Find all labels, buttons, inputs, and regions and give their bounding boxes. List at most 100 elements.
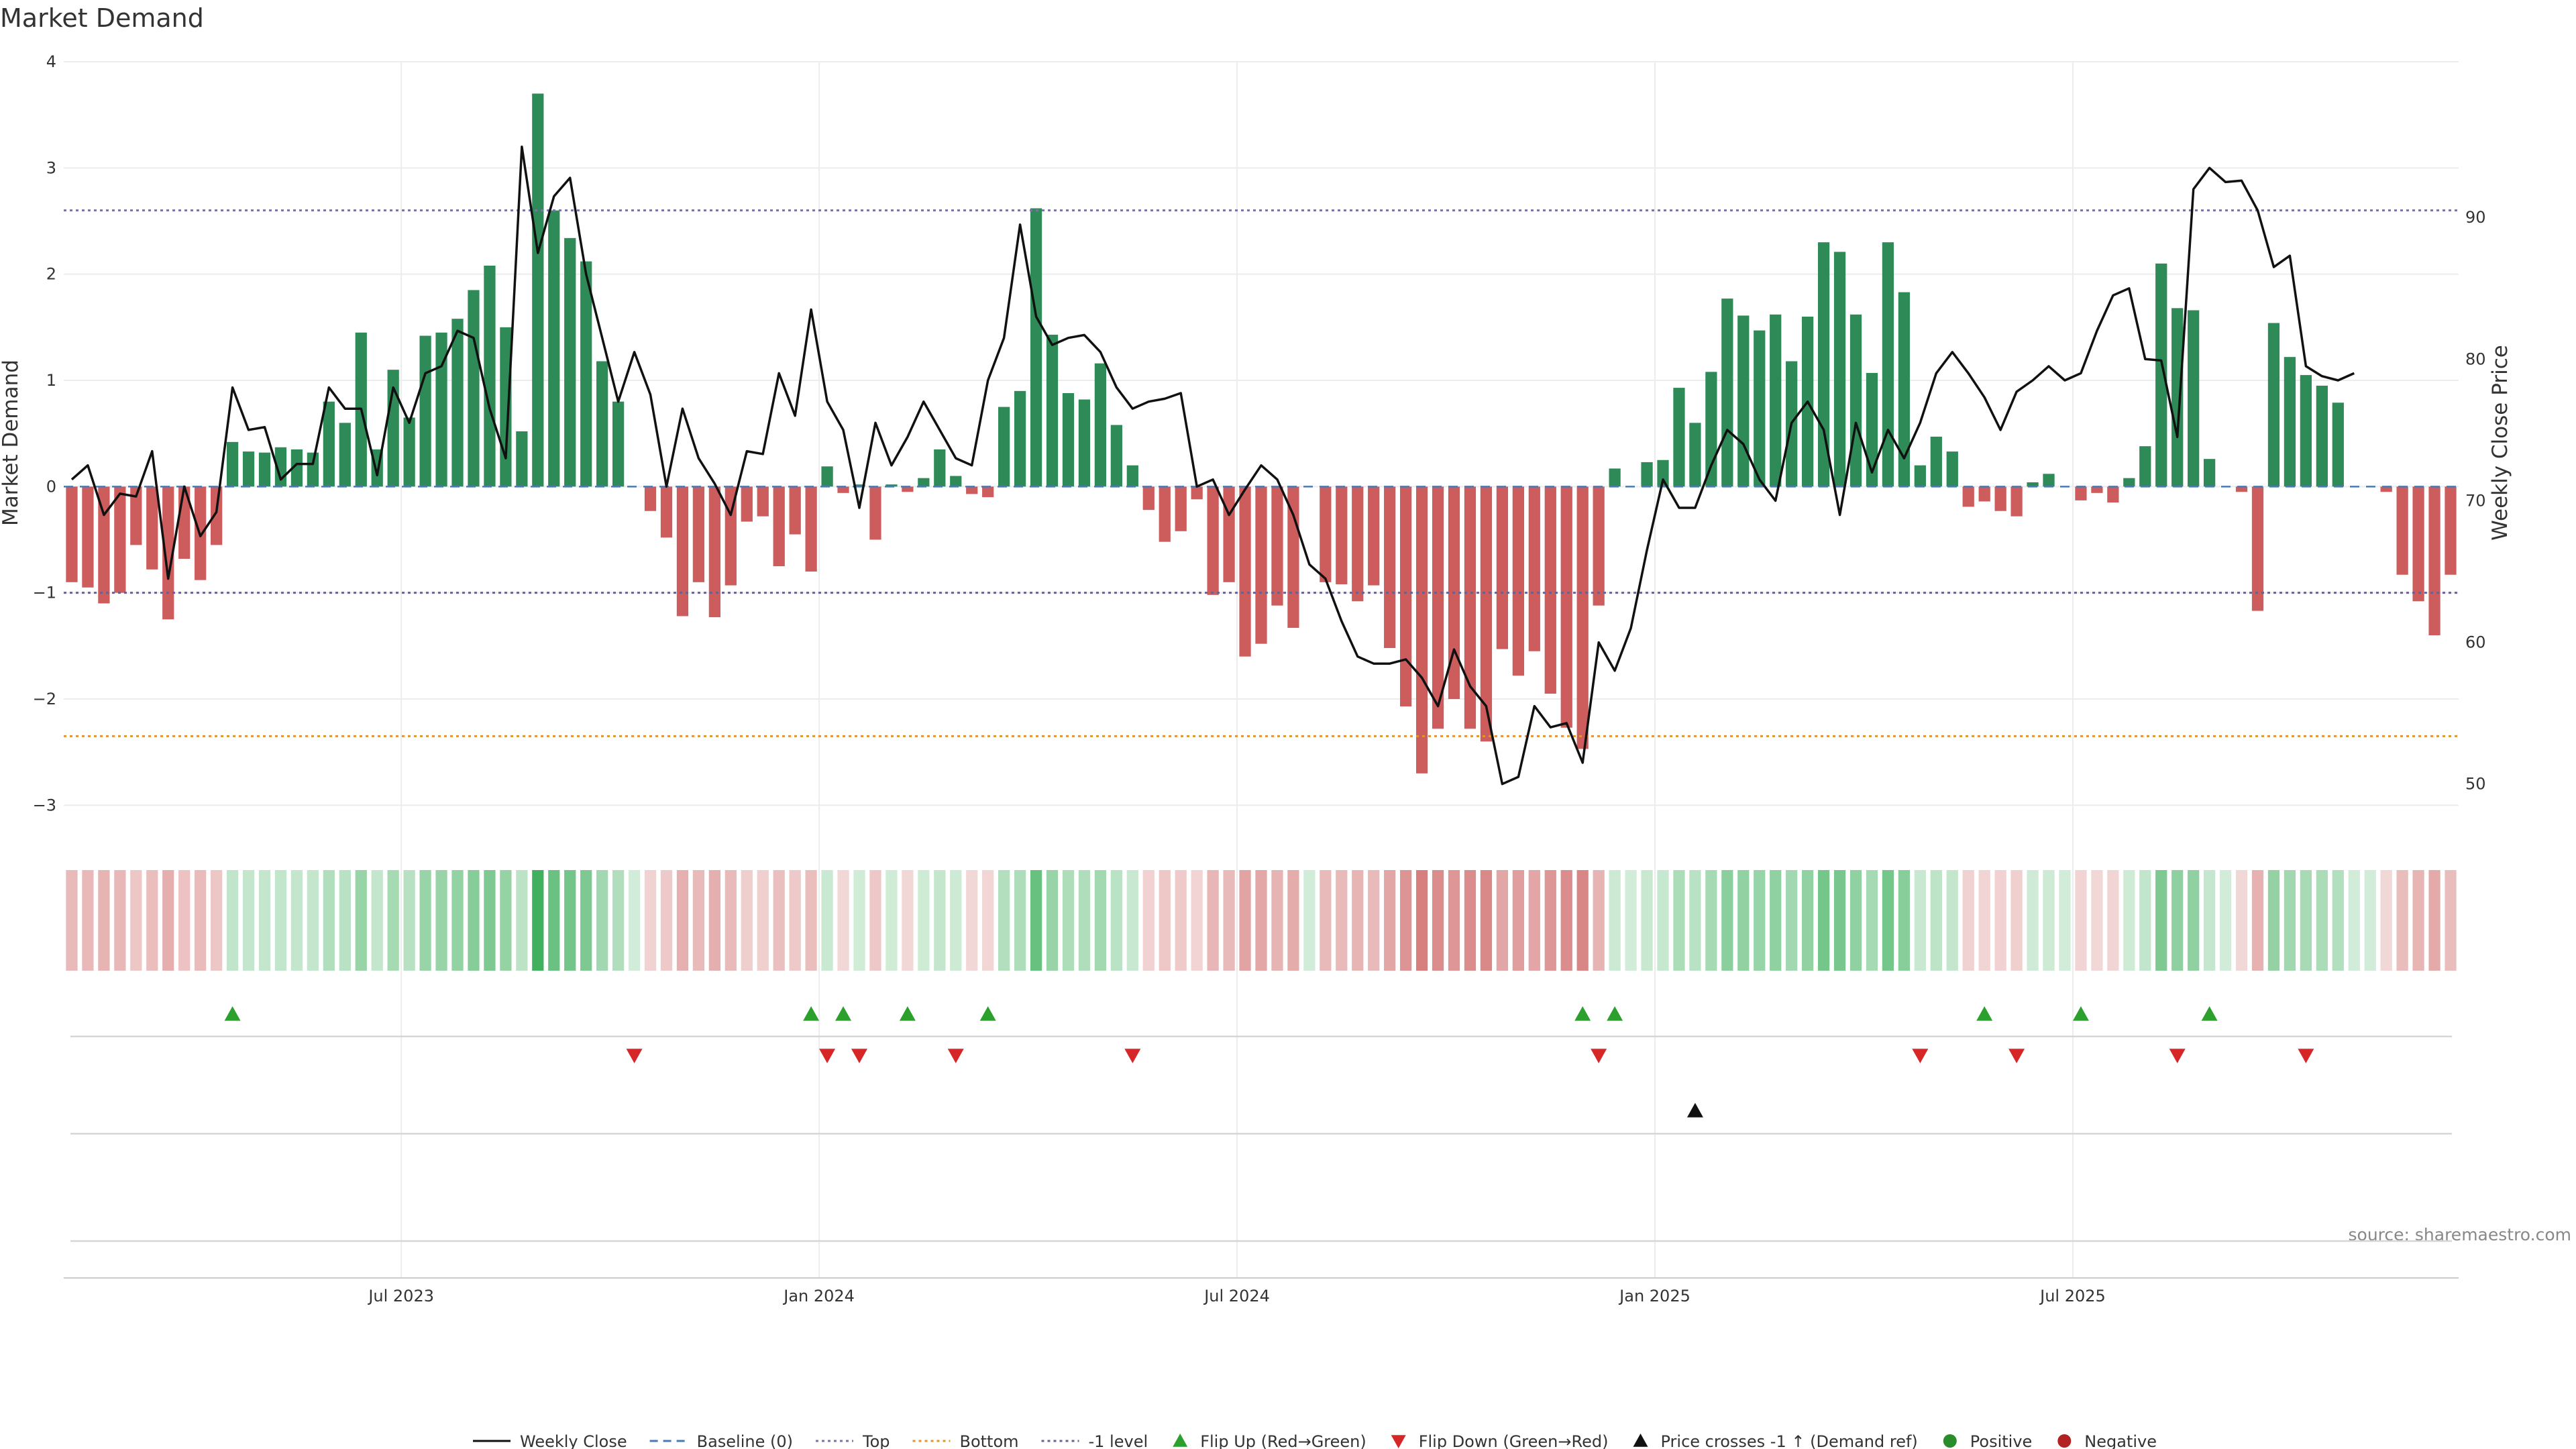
heat-cell	[290, 870, 303, 971]
negative-bar	[1352, 486, 1364, 602]
negative-bar	[789, 486, 801, 535]
legend-label: Positive	[1970, 1432, 2033, 1449]
heat-cell	[500, 870, 512, 971]
heat-cell	[355, 870, 367, 971]
negative-bar	[1576, 486, 1589, 749]
negative-bar	[2107, 486, 2119, 503]
legend-item: Flip Down (Green→Red)	[1391, 1432, 1609, 1449]
heat-cell	[66, 870, 78, 971]
negative-bar	[1560, 486, 1572, 728]
heat-cell	[1962, 870, 1974, 971]
heat-cell	[869, 870, 881, 971]
heat-cell	[789, 870, 801, 971]
heat-cell	[195, 870, 207, 971]
y-tick-label: 0	[46, 477, 56, 496]
heat-cell	[1625, 870, 1637, 971]
positive-bar	[612, 401, 625, 487]
x-tick-label: Jan 2025	[1618, 1287, 1690, 1305]
heat-cell	[226, 870, 239, 971]
negative-bar	[644, 486, 657, 511]
weekly-close-line	[70, 145, 2355, 786]
heat-cell	[2267, 870, 2280, 971]
heat-cell	[1320, 870, 1332, 971]
legend-item: -1 level	[1041, 1432, 1148, 1449]
heat-cell	[982, 870, 994, 971]
heat-cell	[484, 870, 496, 971]
legend-label: Flip Down (Green→Red)	[1419, 1432, 1609, 1449]
positive-bar	[564, 237, 576, 487]
positive-bar	[885, 484, 898, 487]
positive-bar	[307, 452, 319, 487]
heat-cell	[1336, 870, 1348, 971]
flip-down-marker	[1124, 1049, 1141, 1063]
heat-cell	[2380, 870, 2392, 971]
heat-cell	[1657, 870, 1669, 971]
negative-bar	[773, 486, 785, 567]
heat-cell	[805, 870, 817, 971]
heat-cell	[2235, 870, 2248, 971]
negative-bar	[1384, 486, 1396, 648]
flip-up-marker	[899, 1006, 916, 1021]
negative-bar	[1593, 486, 1605, 606]
heat-cell	[451, 870, 464, 971]
negative-bar	[676, 486, 689, 616]
positive-bar	[1110, 425, 1122, 487]
heat-cell	[1014, 870, 1026, 971]
heat-cell	[1673, 870, 1685, 971]
y-tick-label: −2	[33, 690, 56, 708]
negative-bar	[1400, 486, 1412, 707]
flip-up-marker	[2201, 1006, 2218, 1021]
negative-bar	[1512, 486, 1524, 676]
heat-cell	[918, 870, 930, 971]
negative-bar	[2412, 486, 2424, 602]
negative-bar	[966, 486, 978, 494]
negative-bar	[1415, 486, 1428, 773]
heat-cell	[708, 870, 720, 971]
positive-bar	[1705, 372, 1717, 487]
negative-bar	[869, 486, 881, 540]
heat-cell	[258, 870, 271, 971]
heat-cell	[2348, 870, 2360, 971]
flip-up-marker	[979, 1006, 996, 1021]
heat-cell	[1207, 870, 1219, 971]
heat-cell	[1770, 870, 1782, 971]
heat-cell	[1544, 870, 1556, 971]
negative-bar	[692, 486, 705, 582]
positive-bar	[1657, 460, 1669, 487]
negative-bar	[805, 486, 817, 572]
heat-cell	[1849, 870, 1862, 971]
flip-down-marker	[1591, 1049, 1607, 1063]
heat-cell	[1191, 870, 1203, 971]
heat-cell	[1046, 870, 1059, 971]
legend-label: Baseline (0)	[697, 1432, 793, 1449]
flip-down-marker	[2169, 1049, 2186, 1063]
negative-bar	[1223, 486, 1235, 582]
positive-bar	[998, 407, 1010, 487]
heat-cell	[1978, 870, 1990, 971]
positive-bar	[500, 327, 512, 487]
heat-cell	[564, 870, 576, 971]
y2-axis-title: Weekly Close Price	[2488, 345, 2512, 541]
positive-bar	[419, 335, 431, 487]
heat-cell	[837, 870, 849, 971]
legend-dot	[2057, 1434, 2072, 1448]
heat-cell	[1689, 870, 1701, 971]
heat-cell	[1641, 870, 1653, 971]
positive-bar	[1833, 252, 1846, 487]
heat-cell	[2075, 870, 2087, 971]
heat-cell	[1721, 870, 1733, 971]
flip-down-marker	[626, 1049, 643, 1063]
positive-bar	[1014, 390, 1026, 487]
heat-cell	[1496, 870, 1509, 971]
positive-bar	[290, 449, 303, 487]
negative-bar	[1239, 486, 1251, 657]
negative-bar	[2428, 486, 2440, 635]
heat-cell	[242, 870, 255, 971]
heat-cell	[1255, 870, 1267, 971]
y2-tick-label: 50	[2465, 775, 2486, 794]
heat-cell	[114, 870, 126, 971]
negative-bar	[162, 486, 174, 620]
positive-bar	[1689, 423, 1701, 487]
negative-bar	[1207, 486, 1219, 595]
positive-bar	[918, 478, 930, 487]
